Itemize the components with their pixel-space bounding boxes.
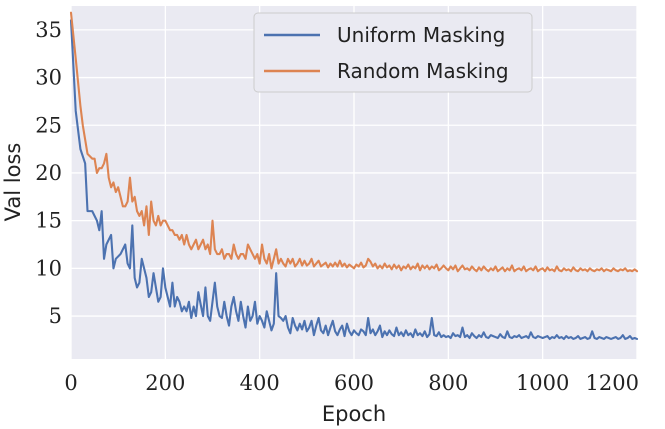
y-tick-label: 10: [35, 256, 62, 280]
legend: Uniform Masking Random Masking: [253, 12, 533, 93]
legend-label-random-masking: Random Masking: [337, 59, 509, 83]
series-line-uniform-masking: [69, 19, 639, 341]
x-axis-label: Epoch: [322, 402, 386, 426]
x-tick-label: 1200: [586, 371, 639, 395]
y-tick-label: 30: [35, 66, 62, 90]
y-axis-label: Val loss: [1, 143, 25, 222]
series-lines: [69, 11, 639, 341]
y-tick-label: 5: [49, 304, 62, 328]
x-tick-label: 800: [428, 371, 468, 395]
y-tick-label: 35: [35, 18, 62, 42]
x-tick-label: 0: [64, 371, 77, 395]
legend-box: [253, 12, 533, 93]
legend-label-uniform-masking: Uniform Masking: [337, 23, 505, 47]
y-tick-label: 20: [35, 161, 62, 185]
y-tick-label: 15: [35, 209, 62, 233]
x-tick-label: 1000: [516, 371, 569, 395]
y-tick-label: 25: [35, 113, 62, 137]
x-tick-label: 200: [145, 371, 185, 395]
series-line-random-masking: [69, 11, 639, 273]
x-tick-label: 400: [240, 371, 280, 395]
tick-labels: 0 200 400 600 800 1000 1200 5 10 15 20 25 30 35: [35, 18, 639, 395]
x-tick-label: 600: [334, 371, 374, 395]
